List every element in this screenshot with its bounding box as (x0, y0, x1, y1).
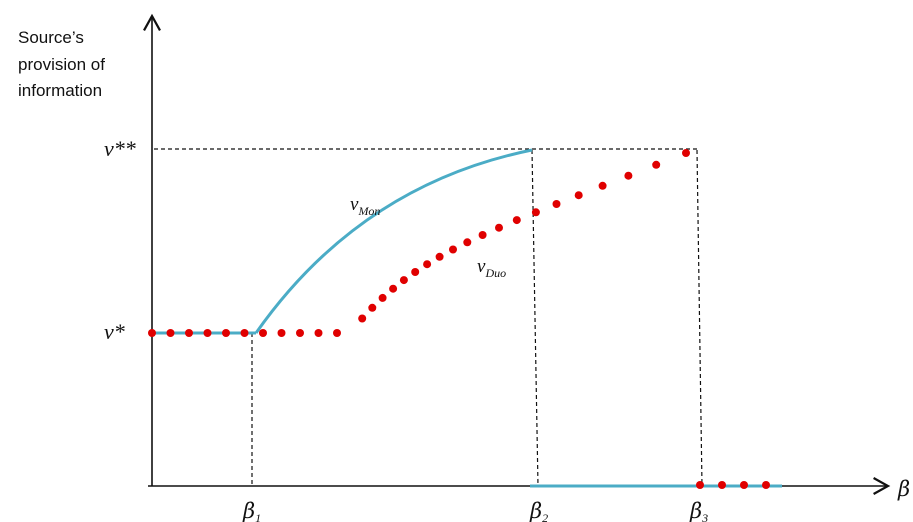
x-tick-beta2-symbol: β (529, 499, 542, 522)
curve-mon-rising-segment (254, 148, 533, 334)
duo-dot (463, 238, 472, 247)
duo-dot (296, 329, 304, 337)
y-axis-title-line-3: information (18, 81, 102, 100)
y-tick-v-double-star: v** (104, 136, 136, 161)
duo-dot (411, 268, 420, 276)
y-axis-title-line-1: Source’s (18, 28, 84, 47)
x-tick-beta3: β3 (689, 499, 708, 522)
duo-dot (185, 329, 193, 337)
duo-dot (277, 329, 286, 337)
duo-dot (259, 329, 267, 337)
duo-dot (203, 329, 212, 337)
duo-dot (148, 329, 156, 337)
duo-dot (449, 245, 457, 254)
duo-dot (552, 200, 561, 208)
duo-dot (740, 481, 748, 489)
label-v-duo: vDuo (477, 256, 506, 280)
duo-dot (574, 191, 583, 200)
duo-dot (531, 208, 540, 217)
duo-dot (378, 293, 387, 302)
guide-beta3 (696, 149, 703, 487)
x-tick-beta1-subscript: 1 (255, 511, 261, 522)
x-tick-beta1: β1 (242, 499, 261, 522)
x-tick-beta1-symbol: β (242, 499, 255, 522)
duo-dot (598, 181, 607, 190)
guide-beta2 (531, 149, 539, 487)
guide-lines (154, 148, 703, 487)
duo-dot (696, 481, 704, 489)
duo-dot (624, 171, 633, 180)
duo-dot (495, 223, 503, 232)
y-axis-title: Source’s provision of information (18, 28, 110, 100)
duo-dot (240, 329, 249, 337)
label-v-mon: vMon (350, 194, 380, 218)
duo-dot (512, 216, 521, 225)
duo-dot (478, 231, 487, 239)
y-tick-v-star: v* (104, 319, 125, 344)
label-v-mon-subscript: Mon (357, 204, 380, 218)
y-axis-title-line-2: provision of (18, 55, 105, 74)
curve-mon (152, 148, 782, 488)
duo-dot (333, 329, 341, 337)
duo-dot (358, 314, 367, 323)
duo-dot (652, 160, 661, 169)
duo-dot (399, 276, 408, 285)
label-v-duo-subscript: Duo (484, 266, 506, 280)
label-v-mon-symbol: v (350, 194, 359, 215)
duo-dot (222, 329, 230, 337)
duo-dot (389, 284, 398, 293)
x-tick-beta2: β2 (529, 499, 548, 522)
curve-duo (148, 149, 770, 489)
x-tick-beta3-symbol: β (689, 499, 702, 522)
duo-dot (435, 252, 444, 261)
duo-dot (762, 481, 770, 489)
duo-dot (423, 260, 432, 269)
duo-dot (718, 481, 726, 489)
duo-dot (166, 329, 175, 337)
x-axis-symbol: β (897, 477, 910, 501)
duo-dot (682, 149, 690, 157)
x-tick-beta2-subscript: 2 (542, 511, 548, 522)
duo-dot (314, 329, 323, 337)
x-tick-beta3-subscript: 3 (701, 511, 708, 522)
label-v-duo-symbol: v (477, 256, 486, 277)
duo-dot (368, 303, 377, 312)
